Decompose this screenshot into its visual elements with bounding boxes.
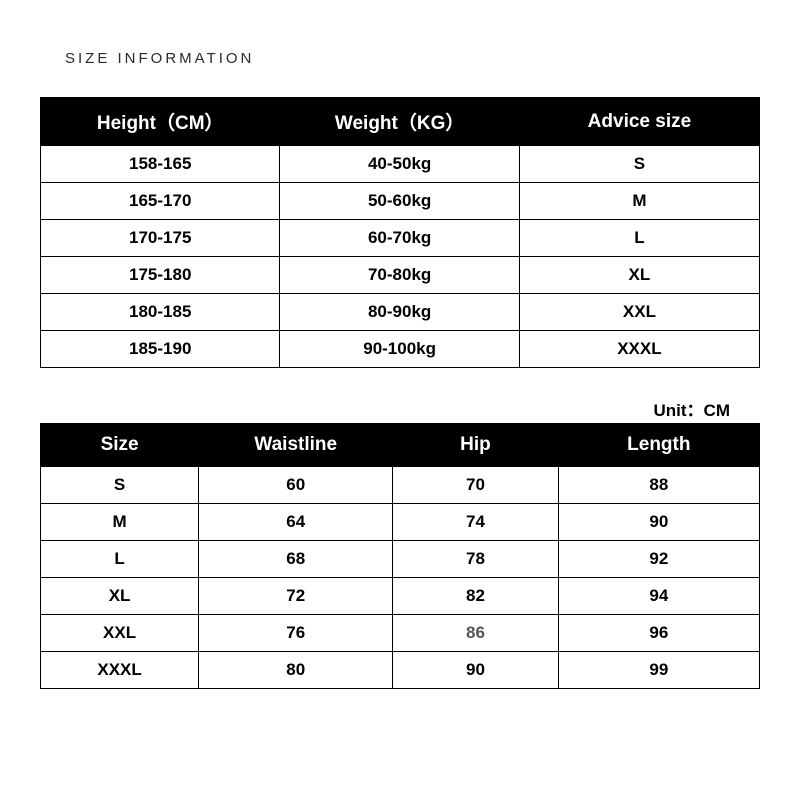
cell-height: 165-170 [41,183,280,220]
cell-height: 175-180 [41,257,280,294]
cell-weight: 40-50kg [280,146,519,183]
cell-weight: 80-90kg [280,294,519,331]
cell-size: L [41,541,199,578]
table-row: 175-180 70-80kg XL [41,257,760,294]
measurements-table: Size Waistline Hip Length S 60 70 88 M 6… [40,423,760,689]
table-row: XL 72 82 94 [41,578,760,615]
table-row: XXXL 80 90 99 [41,652,760,689]
col-weight: Weight（KG） [280,98,519,146]
cell-size: S [519,146,759,183]
table-row: 158-165 40-50kg S [41,146,760,183]
page-title: SIZE INFORMATION [65,50,760,67]
col-height: Height（CM） [41,98,280,146]
cell-hip: 86 [393,615,558,652]
cell-size: S [41,467,199,504]
cell-size: XL [41,578,199,615]
cell-size: XL [519,257,759,294]
table-row: 180-185 80-90kg XXL [41,294,760,331]
cell-height: 170-175 [41,220,280,257]
cell-weight: 50-60kg [280,183,519,220]
table-row: 185-190 90-100kg XXXL [41,331,760,368]
cell-length: 99 [558,652,759,689]
cell-hip: 82 [393,578,558,615]
cell-size: XXXL [519,331,759,368]
cell-length: 94 [558,578,759,615]
table-row: 165-170 50-60kg M [41,183,760,220]
cell-weight: 90-100kg [280,331,519,368]
cell-waistline: 72 [199,578,393,615]
cell-hip: 74 [393,504,558,541]
col-size: Size [41,424,199,467]
cell-length: 92 [558,541,759,578]
cell-waistline: 76 [199,615,393,652]
cell-length: 88 [558,467,759,504]
cell-weight: 70-80kg [280,257,519,294]
cell-hip: 78 [393,541,558,578]
cell-size: XXXL [41,652,199,689]
cell-length: 96 [558,615,759,652]
table-header-row: Size Waistline Hip Length [41,424,760,467]
table-row: L 68 78 92 [41,541,760,578]
cell-weight: 60-70kg [280,220,519,257]
cell-size: L [519,220,759,257]
table-row: S 60 70 88 [41,467,760,504]
cell-size: XXL [519,294,759,331]
cell-waistline: 64 [199,504,393,541]
cell-waistline: 68 [199,541,393,578]
cell-size: M [519,183,759,220]
cell-waistline: 80 [199,652,393,689]
cell-waistline: 60 [199,467,393,504]
col-waistline: Waistline [199,424,393,467]
size-advice-table: Height（CM） Weight（KG） Advice size 158-16… [40,97,760,368]
col-advice-size: Advice size [519,98,759,146]
cell-length: 90 [558,504,759,541]
cell-height: 158-165 [41,146,280,183]
cell-height: 185-190 [41,331,280,368]
col-hip: Hip [393,424,558,467]
cell-size: M [41,504,199,541]
col-length: Length [558,424,759,467]
cell-size: XXL [41,615,199,652]
cell-hip: 90 [393,652,558,689]
table-row: 170-175 60-70kg L [41,220,760,257]
table-row: M 64 74 90 [41,504,760,541]
cell-height: 180-185 [41,294,280,331]
unit-label: Unit：CM [40,396,760,421]
table-header-row: Height（CM） Weight（KG） Advice size [41,98,760,146]
cell-hip: 70 [393,467,558,504]
table-row: XXL 76 86 96 [41,615,760,652]
